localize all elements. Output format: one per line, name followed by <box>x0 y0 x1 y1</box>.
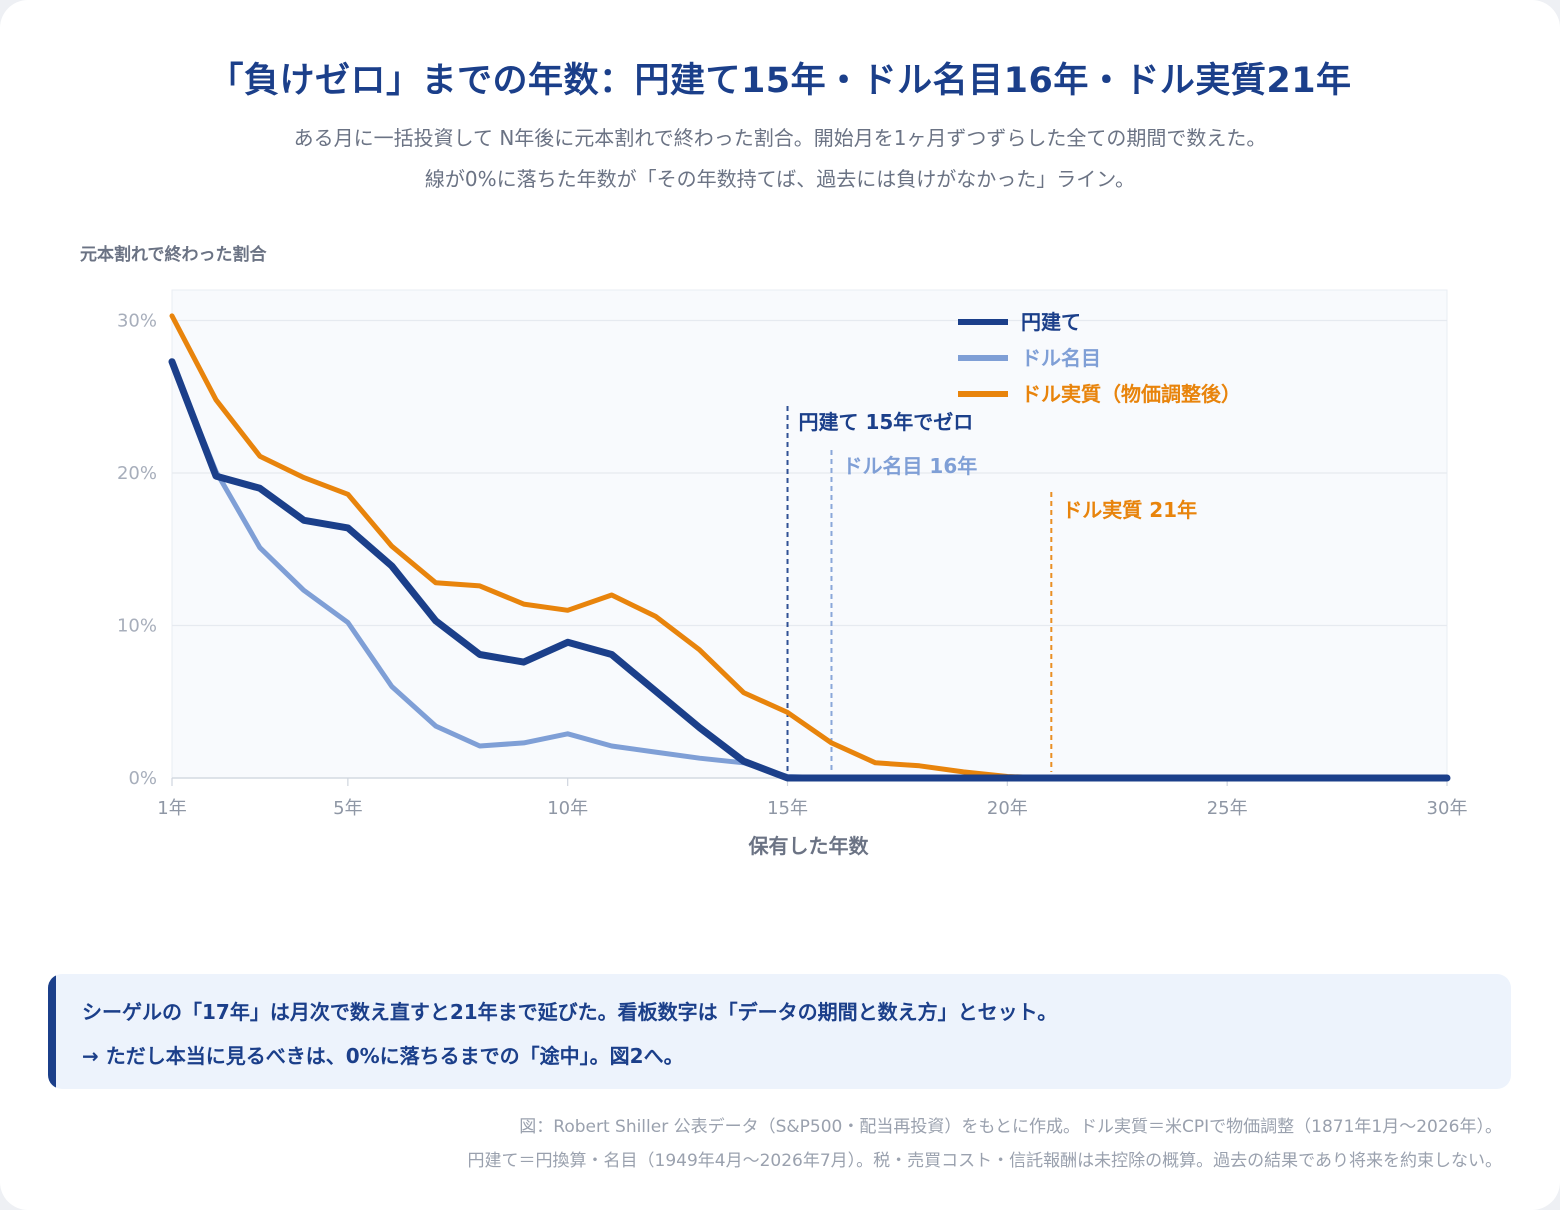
legend-label: 円建て <box>1021 310 1081 334</box>
callout-accent-bar <box>48 974 56 1089</box>
x-tick-label: 5年 <box>333 798 362 819</box>
chart-subtitle-line-1: ある月に一括投資して N年後に元本割れで終わった割合。開始月を1ヶ月ずつずらした… <box>293 126 1267 150</box>
x-tick-label: 10年 <box>547 798 588 819</box>
plot-area <box>171 289 1448 779</box>
chart-subtitle-line-2: 線が0%に落ちた年数が「その年数持てば、過去には負けがなかった」ライン。 <box>424 167 1136 191</box>
x-tick-label: 25年 <box>1207 798 1248 819</box>
callout-note: シーゲルの「17年」は月次で数え直すと21年まで延びた。看板数字は「データの期間… <box>48 974 1511 1089</box>
y-tick-label: 30% <box>117 311 157 332</box>
x-tick-label: 1年 <box>157 798 186 819</box>
x-tick-label: 30年 <box>1427 798 1468 819</box>
source-line-1: 図：Robert Shiller 公表データ（S&P500・配当再投資）をもとに… <box>519 1117 1502 1137</box>
x-axis-label: 保有した年数 <box>748 834 870 858</box>
legend-label: ドル実質（物価調整後） <box>1021 382 1241 406</box>
x-tick-label: 15年 <box>767 798 808 819</box>
threshold-marker-label: ドル名目 16年 <box>842 454 977 478</box>
y-tick-label: 10% <box>117 616 157 637</box>
y-tick-label: 20% <box>117 463 157 484</box>
y-axis-label: 元本割れで終わった割合 <box>80 244 267 265</box>
threshold-marker-label: 円建て 15年でゼロ <box>799 410 974 434</box>
y-tick-label: 0% <box>128 768 157 789</box>
callout-line-1: シーゲルの「17年」は月次で数え直すと21年まで延びた。看板数字は「データの期間… <box>82 1000 1058 1024</box>
threshold-marker-label: ドル実質 21年 <box>1062 498 1197 522</box>
chart-title: 「負けゼロ」までの年数：円建て15年・ドル名目16年・ドル実質21年 <box>208 61 1352 101</box>
callout-line-2: → ただし本当に見るべきは、0%に落ちるまでの「途中」。図2へ。 <box>82 1044 684 1068</box>
series-line-0 <box>168 358 1451 782</box>
x-tick-label: 20年 <box>987 798 1028 819</box>
source-line-2: 円建て＝円換算・名目（1949年4月〜2026年7月）。税・売買コスト・信託報酬… <box>467 1151 1503 1171</box>
line-chart: 元本割れで終わった割合 0% 10% 20% 30% 1年 5年 10年 15年 20年 25年 30… <box>80 244 1468 858</box>
legend-label: ドル名目 <box>1021 346 1101 370</box>
